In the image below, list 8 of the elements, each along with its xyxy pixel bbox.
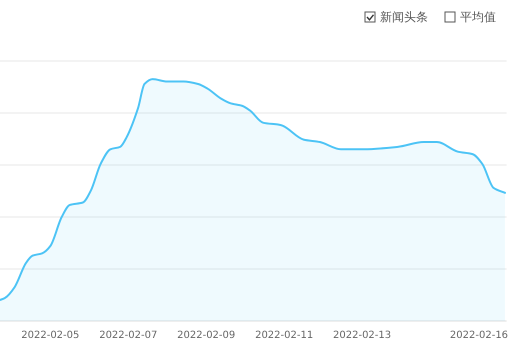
x-tick-label: 2022-02-05 [21,330,80,341]
text: 新闻头条 [380,10,428,24]
x-tick-label: 2022-02-09 [177,330,236,341]
x-tick-label: 2022-02-07 [99,330,158,341]
text: 平均值 [460,10,496,24]
x-tick-label: 2022-02-13 [333,330,392,341]
x-tick-label: 2022-02-11 [255,330,314,341]
x-tick-label: 2022-02-16 [450,330,508,341]
